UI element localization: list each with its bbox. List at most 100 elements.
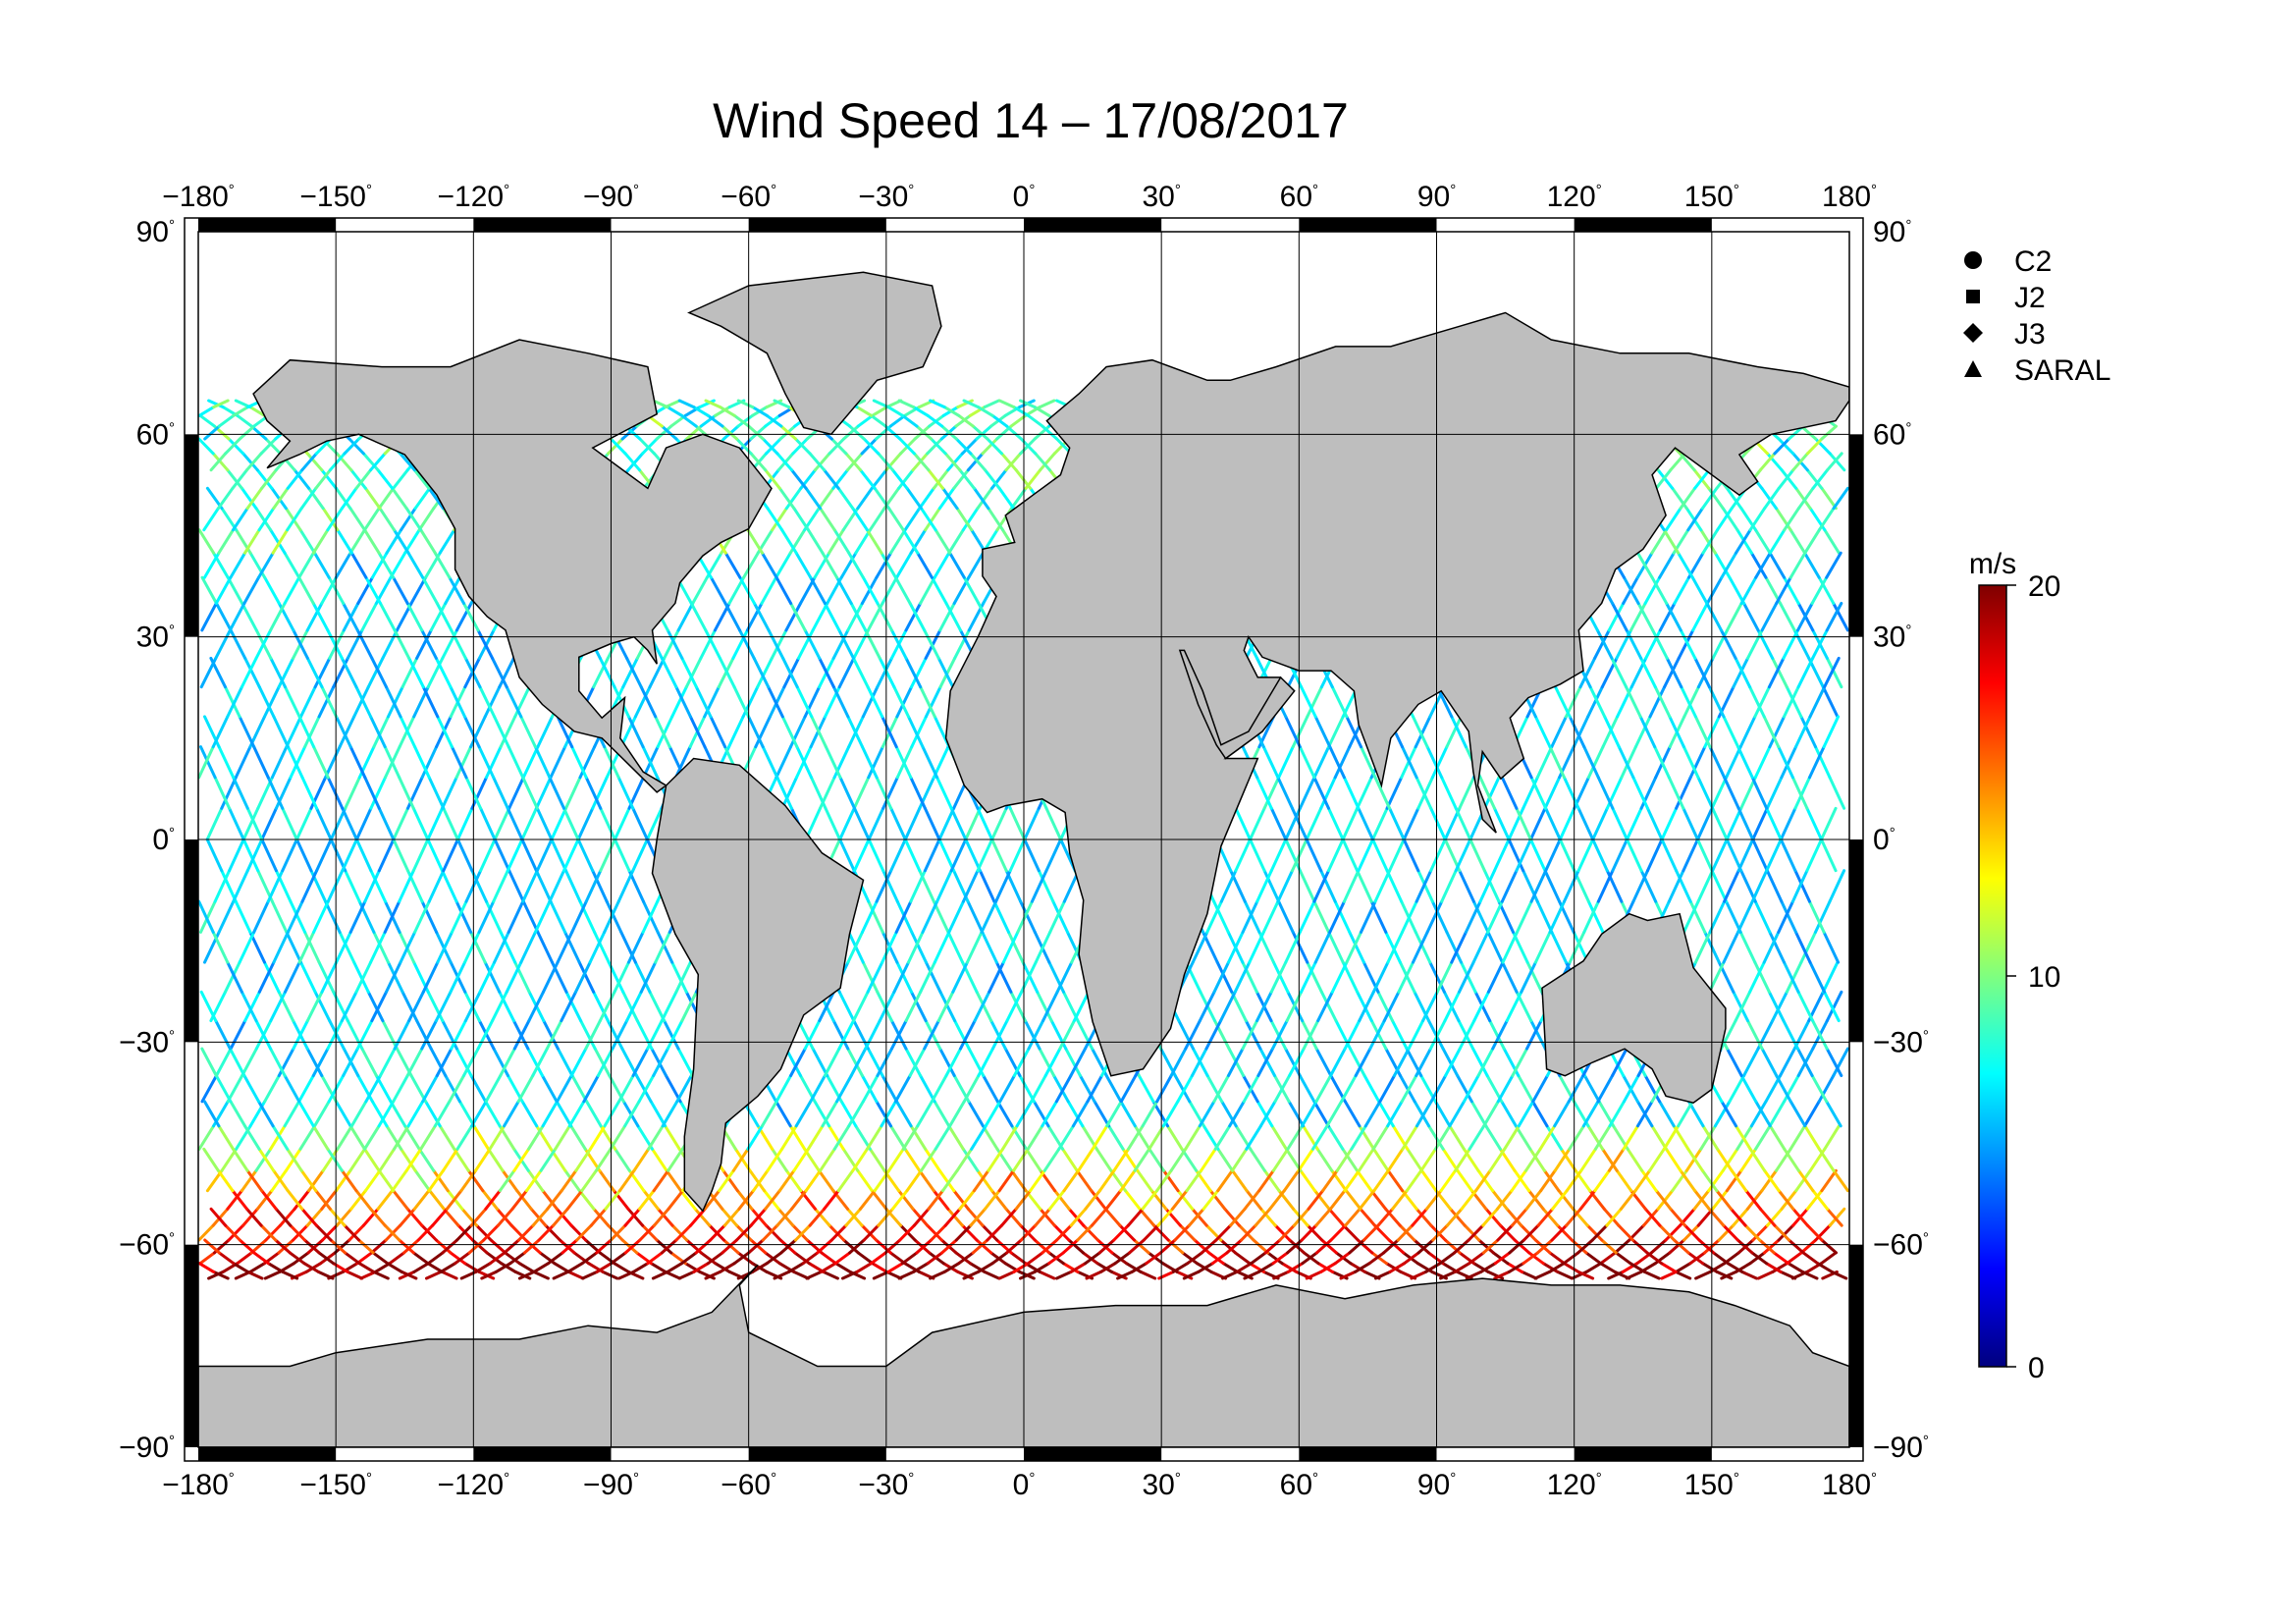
wind-track-segment <box>809 575 827 605</box>
wind-track-segment <box>870 468 888 490</box>
wind-track-segment <box>838 806 856 841</box>
wind-track-segment <box>521 899 540 934</box>
wind-track-segment <box>489 1238 507 1255</box>
wind-track-segment <box>736 413 754 428</box>
wind-track-segment <box>549 745 567 780</box>
wind-track-segment <box>889 838 907 873</box>
wind-track-segment <box>760 575 778 605</box>
wind-track-segment <box>1095 1147 1113 1172</box>
wind-track-segment <box>795 745 813 780</box>
wind-track-segment <box>960 1223 979 1242</box>
wind-track-segment <box>990 1189 1008 1211</box>
wind-track-segment <box>933 1100 951 1128</box>
wind-track-segment <box>680 990 698 1023</box>
wind-track-segment <box>249 1238 268 1255</box>
wind-track-segment <box>1814 899 1832 934</box>
frame-segment-top <box>1574 218 1712 232</box>
wind-track-segment <box>564 990 583 1023</box>
wind-track-segment <box>692 1262 710 1273</box>
wind-track-segment <box>207 1270 225 1280</box>
wind-track-segment <box>436 930 454 964</box>
wind-track-segment <box>580 1251 599 1266</box>
lon-tick-label-top: −90° <box>583 181 639 213</box>
wind-track-segment <box>732 685 751 719</box>
wind-track-segment <box>580 1168 598 1193</box>
wind-track-segment <box>1038 1047 1056 1077</box>
wind-track-segment <box>305 1207 324 1227</box>
wind-track-segment <box>406 551 425 579</box>
wind-track-segment <box>794 1100 813 1128</box>
wind-track-segment <box>1817 575 1836 605</box>
wind-track-segment <box>674 960 692 994</box>
wind-track-segment <box>824 806 842 841</box>
wind-track-segment <box>1004 1207 1023 1227</box>
wind-track-segment <box>577 960 596 994</box>
colorbar-tick-label: 20 <box>2028 570 2060 603</box>
wind-track-segment <box>619 715 637 749</box>
wind-track-segment <box>723 551 742 579</box>
wind-track-segment <box>399 452 416 472</box>
wind-track-segment <box>475 1223 493 1242</box>
wind-track-segment <box>243 990 261 1023</box>
wind-track-segment <box>441 776 458 810</box>
wind-track-segment <box>315 806 333 841</box>
wind-track-segment <box>476 628 495 660</box>
wind-track-segment <box>535 838 554 873</box>
wind-track-segment <box>320 960 339 994</box>
colorbar-unit-label: m/s <box>1969 548 2016 580</box>
wind-track-segment <box>313 990 332 1023</box>
frame-segment-right <box>1849 1244 1863 1447</box>
wind-track-segment <box>1779 602 1796 632</box>
wind-track-segment <box>409 1074 428 1104</box>
wind-track-segment <box>555 1207 573 1227</box>
wind-track-segment <box>1707 1168 1725 1193</box>
legend-circle-marker <box>1964 251 1982 269</box>
lon-tick-label-bottom: 150° <box>1684 1469 1739 1501</box>
wind-track-segment <box>842 1238 860 1255</box>
wind-track-segment <box>542 960 560 994</box>
wind-track-segment <box>937 1168 956 1193</box>
wind-track-segment <box>454 899 473 934</box>
wind-track-segment <box>904 1047 923 1077</box>
wind-track-segment <box>923 838 941 873</box>
wind-track-segment <box>775 776 793 810</box>
wind-track-segment <box>817 486 835 511</box>
wind-track-segment <box>499 930 517 964</box>
wind-track-segment <box>467 1238 486 1255</box>
wind-track-segment <box>348 1124 366 1151</box>
wind-track-segment <box>1789 528 1807 555</box>
wind-track-segment <box>492 776 509 810</box>
wind-track-segment <box>404 1147 423 1172</box>
wind-track-segment <box>579 1019 597 1051</box>
wind-track-segment <box>978 869 996 903</box>
wind-track-segment <box>981 930 998 964</box>
wind-track-segment <box>520 806 538 841</box>
wind-track-segment <box>293 1251 310 1266</box>
wind-track-segment <box>293 468 311 490</box>
wind-track-segment <box>562 806 580 841</box>
wind-track-segment <box>1821 685 1840 719</box>
wind-track-segment <box>1136 1168 1153 1193</box>
lon-tick-label-bottom: −30° <box>858 1469 914 1501</box>
wind-track-segment <box>961 869 980 903</box>
wind-track-segment <box>562 838 580 873</box>
wind-track-segment <box>493 806 511 841</box>
wind-track-segment <box>248 406 266 417</box>
wind-track-segment <box>335 715 352 749</box>
wind-track-segment <box>714 1262 731 1273</box>
wind-track-segment <box>454 1251 471 1266</box>
wind-track-segment <box>532 1262 551 1273</box>
wind-track-segment <box>241 806 260 841</box>
wind-track-segment <box>485 899 503 934</box>
wind-track-segment <box>321 507 340 532</box>
wind-track-segment <box>576 806 595 841</box>
wind-track-segment <box>329 806 347 841</box>
wind-track-segment <box>427 1168 445 1193</box>
wind-track-segment <box>1095 1262 1114 1273</box>
wind-track-segment <box>311 1047 330 1077</box>
wind-track-segment <box>376 468 395 490</box>
wind-track-segment <box>1771 990 1789 1023</box>
wind-track-segment <box>975 1238 993 1255</box>
wind-track-segment <box>889 806 907 841</box>
wind-track-segment <box>277 1238 295 1255</box>
